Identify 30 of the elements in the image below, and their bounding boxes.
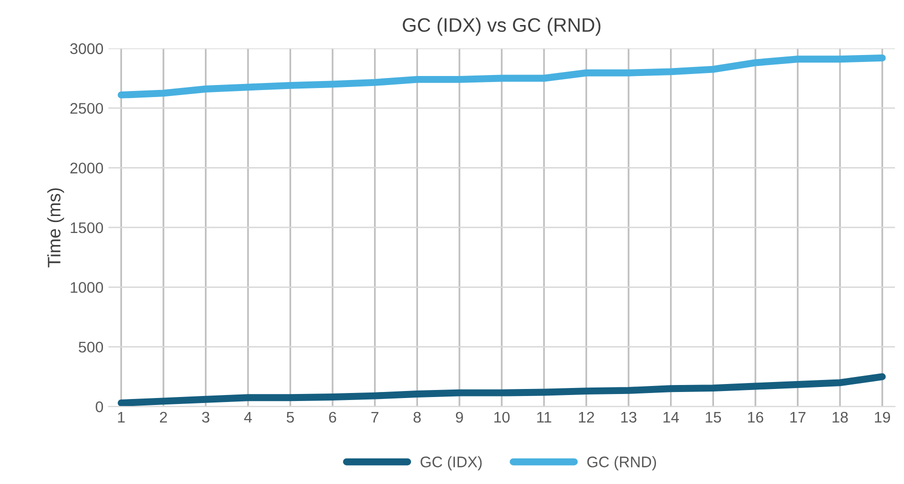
y-tick-label: 3000 [70, 43, 104, 54]
x-tick-label: 16 [748, 412, 764, 423]
x-tick-label: 5 [286, 412, 294, 423]
x-tick-label: 19 [874, 412, 890, 423]
x-tick-label: 10 [494, 412, 510, 423]
legend-label: GC (RND) [587, 456, 656, 470]
x-tick-label: 6 [329, 412, 336, 423]
y-tick-label: 0 [96, 401, 104, 412]
y-tick-label: 1000 [70, 282, 104, 293]
chart-title: GC (IDX) vs GC (RND) [402, 18, 600, 36]
x-tick-label: 11 [537, 412, 552, 422]
x-tick-label: 18 [832, 412, 848, 423]
y-axis-title: Time (ms) [47, 188, 64, 268]
y-tick-label: 2000 [70, 162, 104, 174]
x-tick-label: 7 [371, 412, 378, 422]
y-tick-label: 2500 [70, 102, 104, 114]
y-tick-label: 1500 [70, 222, 104, 234]
x-tick-label: 3 [202, 412, 210, 423]
y-tick-label: 500 [78, 342, 104, 353]
x-tick-label: 12 [578, 412, 594, 422]
x-tick-label: 17 [790, 412, 806, 422]
legend-label: GC (IDX) [420, 456, 482, 470]
x-tick-label: 2 [160, 412, 167, 422]
x-tick-label: 4 [244, 412, 252, 422]
x-tick-label: 13 [621, 412, 636, 423]
x-tick-label: 9 [456, 412, 463, 423]
x-tick-label: 14 [664, 412, 679, 422]
x-tick-label: 15 [706, 412, 721, 423]
x-tick-label: 8 [414, 412, 421, 423]
x-tick-label: 1 [118, 412, 125, 422]
